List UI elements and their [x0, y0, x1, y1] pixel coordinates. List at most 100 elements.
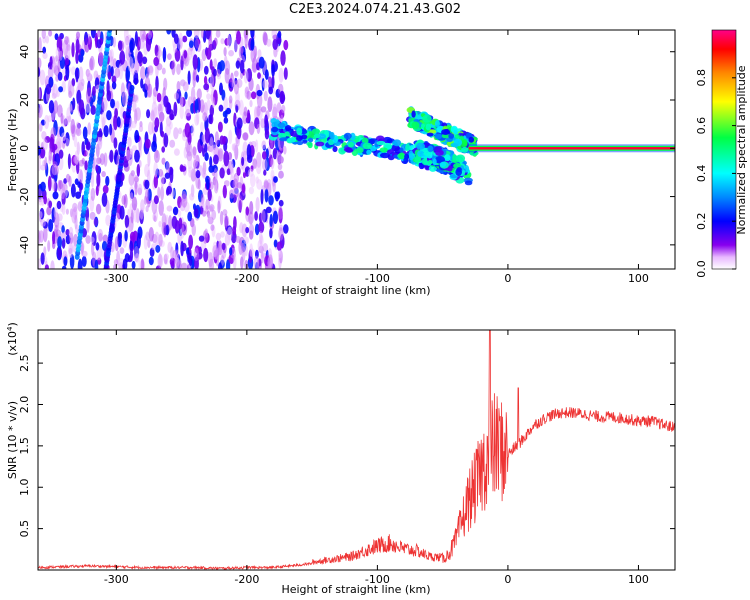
heatmap-blob — [161, 146, 166, 153]
heatmap-blob — [122, 258, 128, 269]
heatmap-blob — [186, 30, 193, 37]
heatmap-blob — [57, 246, 62, 259]
heatmap-blob — [90, 187, 96, 201]
heatmap-blob — [171, 59, 176, 76]
heatmap-blob — [187, 211, 193, 222]
heatmap-blob — [392, 139, 402, 147]
heatmap-blob — [287, 137, 297, 143]
snr-x-tick-label: -100 — [365, 573, 390, 586]
spectrogram-x-label: Height of straight line (km) — [281, 284, 430, 297]
heatmap-blob — [84, 160, 88, 171]
heatmap-blob — [238, 99, 244, 116]
heatmap-blob — [239, 59, 245, 74]
heatmap-blob — [128, 172, 135, 186]
heatmap-blob — [241, 156, 245, 166]
heatmap-blob — [461, 146, 469, 153]
heatmap-blob — [57, 213, 63, 222]
heatmap-blob — [158, 233, 163, 247]
heatmap-blob — [117, 231, 123, 241]
heatmap-blob — [151, 140, 158, 153]
heatmap-blob — [116, 116, 121, 128]
heatmap-blob — [111, 81, 117, 90]
heatmap-blob — [84, 37, 90, 53]
heatmap-blob — [65, 173, 71, 183]
heatmap-blob — [97, 30, 101, 38]
heatmap-blob — [67, 153, 71, 170]
heatmap-blob — [181, 262, 188, 269]
heatmap-blob — [47, 115, 53, 122]
heatmap-blob — [376, 140, 386, 146]
heatmap-blob — [185, 247, 190, 255]
heatmap-blob — [277, 122, 286, 129]
heatmap-blob — [82, 126, 88, 140]
heatmap-blob — [271, 75, 275, 89]
heatmap-blob — [161, 67, 166, 75]
heatmap-blob — [263, 180, 269, 190]
heatmap-blob — [48, 30, 53, 37]
heatmap-blob — [103, 152, 108, 167]
heatmap-blob — [279, 137, 289, 142]
heatmap-blob — [261, 158, 268, 171]
heatmap-blob — [124, 214, 130, 229]
heatmap-blob — [212, 144, 218, 154]
heatmap-blob — [272, 210, 279, 224]
heatmap-blob — [147, 121, 154, 135]
heatmap-blob — [100, 111, 107, 126]
heatmap-blob — [70, 66, 77, 76]
heatmap-blob — [256, 123, 261, 135]
heatmap-blob — [61, 265, 67, 269]
heatmap-blob — [167, 53, 172, 60]
heatmap-blob — [132, 94, 138, 102]
heatmap-blob — [140, 66, 146, 81]
colorbar: 0.0 0.2 0.4 0.6 0.8 Normalized spectral ampl… — [695, 29, 748, 278]
heatmap-blob — [200, 197, 205, 209]
heatmap-blob — [97, 135, 103, 150]
heatmap-blob — [81, 141, 85, 156]
heatmap-blob — [211, 96, 216, 109]
heatmap-blob — [233, 80, 240, 95]
heatmap-blob — [414, 154, 421, 163]
heatmap-blob — [112, 37, 117, 48]
heatmap-blob — [238, 47, 243, 59]
heatmap-blob — [48, 218, 54, 233]
heatmap-blob — [169, 139, 176, 148]
heatmap-blob — [264, 69, 269, 80]
heatmap-blob — [102, 185, 109, 194]
heatmap-blob — [50, 260, 55, 269]
heatmap-blob — [106, 110, 112, 121]
heatmap-blob — [216, 69, 221, 77]
heatmap-blob — [146, 109, 151, 119]
heatmap-blob — [89, 211, 96, 220]
heatmap-blob — [77, 79, 82, 93]
heatmap-blob — [249, 243, 254, 257]
heatmap-blob — [90, 30, 96, 39]
heatmap-blob — [257, 49, 262, 59]
heatmap-blob — [236, 30, 241, 45]
heatmap-blob — [58, 50, 63, 61]
heatmap-blob — [311, 128, 321, 135]
heatmap-blob — [187, 70, 191, 85]
heatmap-blob — [166, 205, 173, 212]
heatmap-blob — [51, 163, 58, 176]
heatmap-blob — [75, 31, 81, 40]
colorbar-label: Normalized spectral amplitude — [735, 65, 748, 234]
heatmap-blob — [148, 256, 154, 266]
heatmap-blob — [90, 105, 96, 116]
heatmap-blob — [427, 145, 434, 153]
heatmap-blob — [147, 151, 151, 167]
heatmap-blob — [153, 56, 160, 67]
heatmap-blob — [315, 141, 325, 147]
heatmap-blob — [47, 240, 51, 252]
heatmap-blob — [41, 131, 47, 140]
heatmap-blob — [411, 121, 420, 130]
heatmap-blob — [203, 247, 209, 263]
spectrogram-y-tick-label: -40 — [18, 236, 31, 254]
heatmap-blob — [126, 226, 132, 233]
heatmap-blob — [129, 231, 136, 242]
heatmap-blob — [169, 113, 175, 121]
heatmap-blob — [280, 50, 286, 66]
heatmap-blob — [179, 95, 184, 108]
heatmap-blob — [157, 49, 163, 57]
heatmap-blob — [103, 125, 109, 138]
heatmap-blob — [129, 192, 134, 201]
